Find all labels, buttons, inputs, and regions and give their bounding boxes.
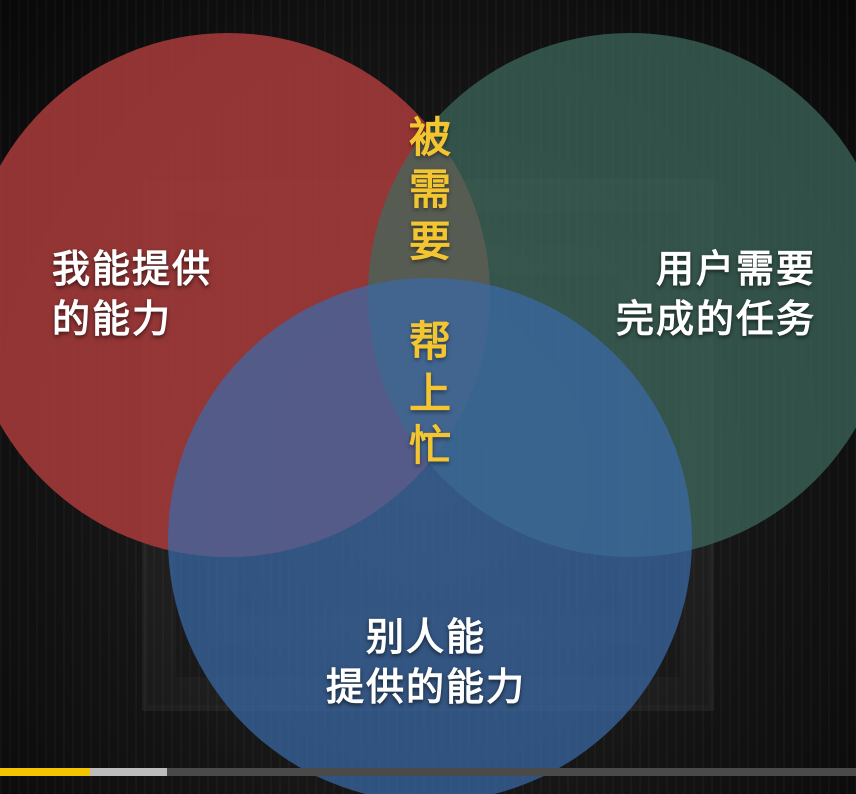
circle-others-ability (168, 278, 692, 794)
video-progress-played (0, 768, 90, 776)
center-top-char-1: 被 (408, 113, 451, 162)
label-others-ability: 别人能 提供的能力 (314, 612, 538, 712)
center-bottom-char-2: 上 (408, 369, 451, 418)
center-bottom-char-3: 忙 (408, 421, 451, 470)
label-others-ability-line-2: 提供的能力 (325, 665, 526, 709)
label-my-ability-line-1: 我能提供 (52, 247, 213, 291)
center-top-text: 被 需 要 (400, 112, 460, 268)
label-user-task-line-2: 完成的任务 (615, 297, 816, 341)
center-top-char-3: 要 (408, 217, 451, 266)
video-progress-bar[interactable] (0, 768, 856, 776)
label-others-ability-line-1: 别人能 (365, 615, 486, 659)
label-user-task-line-1: 用户需要 (655, 247, 816, 291)
label-user-task: 用户需要 完成的任务 (594, 244, 816, 344)
center-bottom-char-1: 帮 (408, 317, 451, 366)
center-top-char-2: 需 (408, 165, 451, 214)
center-bottom-text: 帮 上 忙 (400, 316, 460, 472)
label-my-ability: 我能提供 的能力 (52, 244, 212, 344)
label-my-ability-line-2: 的能力 (52, 297, 173, 341)
